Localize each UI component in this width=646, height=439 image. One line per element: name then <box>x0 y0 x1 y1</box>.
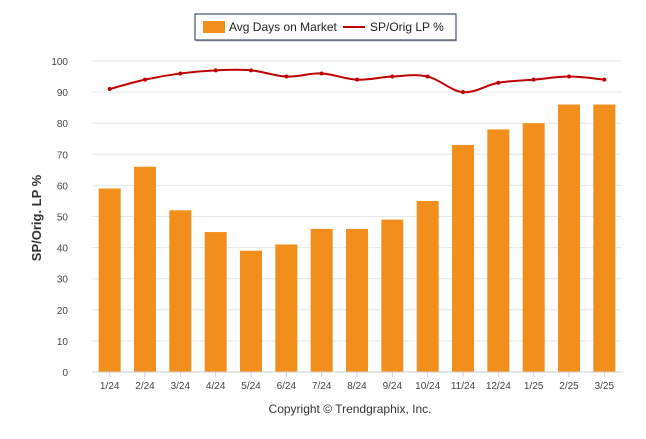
y-axis-label: SP/Orig. LP % <box>29 174 44 261</box>
bar <box>593 104 616 372</box>
bar <box>381 219 404 372</box>
x-tick-label: 7/24 <box>312 381 332 392</box>
x-tick-label: 10/24 <box>415 381 440 392</box>
line-point <box>567 74 571 79</box>
bar <box>204 232 227 372</box>
x-tick-label: 12/24 <box>486 381 511 392</box>
x-tick-label: 3/25 <box>595 381 615 392</box>
y-tick-label: 40 <box>57 244 69 255</box>
line-series <box>107 68 607 95</box>
line-point <box>107 86 112 91</box>
x-tick-label: 2/24 <box>135 381 155 392</box>
x-tick-label: 2/25 <box>559 381 579 392</box>
line-point <box>425 74 430 79</box>
x-tick-label: 1/24 <box>100 381 120 392</box>
line-point <box>602 77 607 82</box>
bar <box>310 228 333 372</box>
bar-series <box>98 104 616 372</box>
bar <box>452 144 474 372</box>
bar <box>416 200 439 372</box>
bar <box>275 244 298 372</box>
x-tick-label: 4/24 <box>206 381 226 392</box>
line-point <box>284 74 289 79</box>
x-tick-label: 9/24 <box>383 381 403 392</box>
line-point <box>213 68 218 73</box>
copyright-text: Copyright © Trendgraphix, Inc. <box>269 402 432 416</box>
bar <box>240 250 262 372</box>
y-tick-label: 50 <box>57 213 69 224</box>
bar <box>558 104 580 372</box>
y-tick-label: 20 <box>57 306 69 317</box>
bar <box>346 228 368 372</box>
y-tick-label: 0 <box>62 368 68 379</box>
legend-label-line: SP/Orig LP % <box>370 20 444 34</box>
line-point <box>249 68 253 73</box>
y-tick-label: 70 <box>57 150 69 161</box>
bar <box>98 188 121 372</box>
x-tick-label: 3/24 <box>171 381 191 392</box>
line-point <box>496 80 501 85</box>
x-tick-label: 6/24 <box>277 381 297 392</box>
y-tick-label: 90 <box>57 88 69 99</box>
x-tick-label: 1/25 <box>524 381 544 392</box>
bar <box>134 166 156 372</box>
x-tick-label: 8/24 <box>347 381 367 392</box>
legend-box <box>194 13 457 41</box>
line-point <box>390 74 395 79</box>
y-tick-label: 60 <box>57 181 69 192</box>
x-tick-label: 11/24 <box>451 381 476 392</box>
legend: Avg Days on Market SP/Orig LP % <box>194 13 457 42</box>
line-point <box>355 77 359 82</box>
line-point <box>461 90 465 95</box>
axes: 0 10 20 30 40 50 60 70 80 90 100 1/24 2/24 3/24 4/24 5/… <box>51 57 622 392</box>
bar <box>522 123 545 372</box>
y-tick-label: 30 <box>57 275 69 286</box>
x-tick-label: 5/24 <box>241 381 261 392</box>
line-point <box>531 77 536 82</box>
y-tick-label: 10 <box>57 337 69 348</box>
bar <box>169 210 192 372</box>
legend-label-bar: Avg Days on Market <box>229 20 337 34</box>
y-tick-label: 80 <box>57 119 69 130</box>
bar <box>487 129 510 372</box>
legend-swatch-bar <box>203 21 225 33</box>
y-tick-label: 100 <box>51 57 68 68</box>
line-point <box>143 77 147 82</box>
line-point <box>178 71 183 76</box>
line-point <box>319 71 324 76</box>
